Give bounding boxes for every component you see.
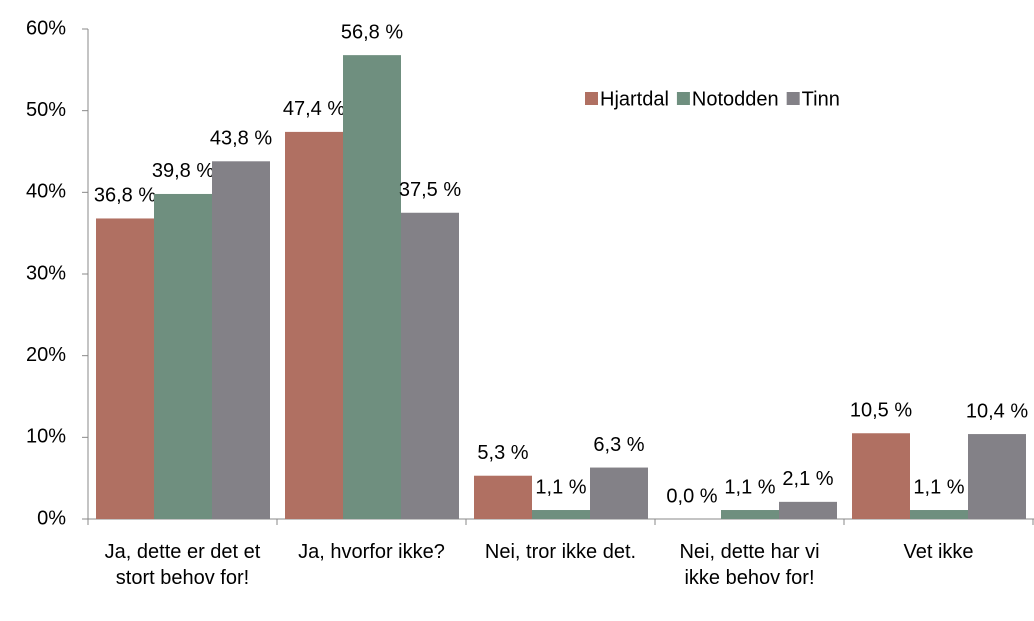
value-label: 39,8 % (152, 160, 214, 182)
value-label: 10,5 % (850, 400, 912, 422)
value-label: 6,3 % (593, 434, 644, 456)
bar (590, 467, 648, 519)
bar (343, 55, 401, 520)
value-label: 43,8 % (210, 128, 272, 150)
y-tick-label: 10% (26, 426, 66, 448)
y-tick-label: 20% (26, 344, 66, 366)
y-tick-label: 30% (26, 262, 66, 284)
x-tick-label: Ja, dette er det et stort behov for! (104, 541, 261, 589)
bar (532, 510, 590, 519)
bar (779, 501, 837, 519)
y-tick-label: 0% (37, 507, 66, 529)
bar (285, 131, 343, 519)
value-label: 5,3 % (477, 442, 528, 464)
bar (154, 193, 212, 519)
y-tick-label: 60% (26, 17, 66, 39)
value-label: 56,8 % (341, 21, 403, 43)
bar (401, 212, 459, 519)
x-tick-label: Ja, hvorfor ikke? (298, 541, 445, 563)
bar (474, 475, 532, 519)
x-tick-label: Vet ikke (903, 541, 974, 563)
value-label: 36,8 % (94, 185, 156, 207)
y-tick-label: 50% (26, 99, 66, 121)
legend-swatch (676, 92, 690, 105)
x-tick-label: Nei, dette har vi ikke behov for! (679, 541, 820, 589)
bar (96, 218, 154, 519)
bar (910, 510, 968, 519)
legend-swatch (786, 92, 800, 105)
value-label: 37,5 % (399, 179, 461, 201)
legend-label: Tinn (802, 88, 840, 110)
legend-label: Hjartdal (600, 88, 669, 110)
value-label: 2,1 % (782, 468, 833, 490)
value-label: 1,1 % (913, 476, 964, 498)
value-label: 1,1 % (724, 476, 775, 498)
value-label: 0,0 % (666, 485, 717, 507)
legend-label: Notodden (692, 88, 779, 110)
value-label: 1,1 % (535, 476, 586, 498)
bar (968, 434, 1026, 519)
bar (212, 161, 270, 520)
bar (721, 510, 779, 519)
value-label: 10,4 % (966, 400, 1028, 422)
y-tick-label: 40% (26, 181, 66, 203)
value-label: 47,4 % (283, 98, 345, 120)
legend-swatch (585, 92, 598, 105)
x-tick-label: Nei, tror ikke det. (484, 541, 637, 563)
bar (852, 433, 910, 519)
